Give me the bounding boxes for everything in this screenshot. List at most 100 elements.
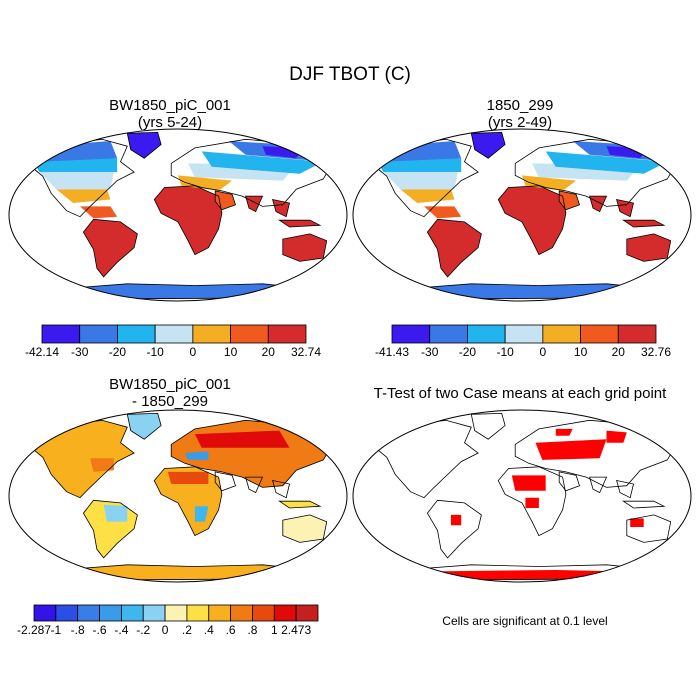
colorbar-box bbox=[273, 604, 297, 622]
colorbar-label: -10 bbox=[146, 345, 164, 359]
figure-title: DJF TBOT (C) bbox=[289, 64, 411, 85]
map-frame bbox=[352, 409, 692, 583]
map-field bbox=[21, 412, 335, 581]
coastline-australia bbox=[282, 233, 328, 262]
map-frame bbox=[8, 128, 348, 302]
field-region-5 bbox=[103, 504, 128, 522]
colorbar-2: -41.43 -30 -20 -10 0 10 20 32.76 bbox=[375, 324, 671, 359]
colorbar-box bbox=[164, 604, 188, 622]
colorbar-label: 1 bbox=[271, 623, 278, 637]
map-field bbox=[365, 131, 679, 300]
colorbar-box bbox=[230, 324, 269, 344]
field-region-1 bbox=[535, 439, 607, 460]
field-region-3 bbox=[626, 233, 671, 262]
coastline-southAmerica bbox=[426, 218, 482, 278]
colorbar-label: -41.43 bbox=[375, 345, 409, 359]
coastline-seAsia bbox=[616, 198, 634, 218]
field-region-13 bbox=[279, 501, 320, 508]
map-field bbox=[365, 412, 679, 581]
coastline-india bbox=[589, 476, 608, 494]
coastline-indonesia bbox=[278, 219, 322, 228]
coastline-northAmerica bbox=[21, 419, 135, 499]
colorbar-box bbox=[55, 604, 79, 622]
field-region-6 bbox=[272, 199, 290, 217]
field-region-18 bbox=[127, 132, 162, 159]
field-region-13 bbox=[376, 158, 462, 172]
map-panel-3 bbox=[8, 409, 348, 583]
field-region-18 bbox=[471, 132, 506, 159]
colorbar-3: -2.287 -1 -.8 -.6 -.4 -.2 0 .2 .4 .6 .8 1 2.473 bbox=[17, 604, 319, 637]
colorbar-box bbox=[617, 324, 657, 344]
colorbar-label: 20 bbox=[612, 345, 626, 359]
colorbar-label: -30 bbox=[71, 345, 89, 359]
colorbar-label: .4 bbox=[204, 623, 214, 637]
colorbar-box bbox=[267, 324, 307, 344]
coastline-northAmerica bbox=[365, 138, 479, 218]
coastline-northAmerica bbox=[21, 138, 135, 218]
map-panels bbox=[8, 128, 692, 583]
colorbar-label: 32.74 bbox=[291, 345, 321, 359]
coastline-arabia bbox=[558, 190, 581, 211]
map-field bbox=[21, 131, 335, 300]
colorbar-box bbox=[429, 324, 468, 344]
colorbar-label: -2.287 bbox=[17, 623, 51, 637]
colorbar-box bbox=[208, 604, 232, 622]
colorbar-1: -42.14 -30 -20 -10 0 10 20 32.74 bbox=[25, 324, 321, 359]
map-panel-4 bbox=[352, 409, 692, 583]
colorbar-box bbox=[77, 604, 100, 622]
colorbar-box bbox=[467, 324, 506, 344]
field-region-3 bbox=[127, 413, 162, 440]
colorbar-label: 10 bbox=[224, 345, 238, 359]
field-region-6 bbox=[630, 518, 644, 527]
field-region-11 bbox=[383, 172, 458, 190]
panel2-title: 1850_299 bbox=[486, 97, 554, 114]
field-region-9 bbox=[400, 189, 455, 203]
coastline-seAsia bbox=[272, 198, 290, 218]
colorbar-label: -10 bbox=[496, 345, 514, 359]
colorbar-box bbox=[295, 604, 319, 622]
coastline-india bbox=[589, 195, 608, 213]
colorbar-label: 0 bbox=[190, 345, 197, 359]
field-region-13 bbox=[32, 158, 118, 172]
field-region-1 bbox=[22, 420, 135, 498]
coastline-africa bbox=[497, 466, 567, 537]
colorbar-label: .8 bbox=[247, 623, 257, 637]
field-region-5 bbox=[451, 514, 462, 526]
colorbar-box bbox=[117, 324, 156, 344]
colorbar-box bbox=[230, 604, 253, 622]
field-region-4 bbox=[525, 497, 539, 508]
field-region-11 bbox=[39, 172, 114, 190]
colorbar-box bbox=[192, 324, 231, 344]
field-region-8 bbox=[424, 206, 462, 219]
field-region-2 bbox=[154, 185, 222, 255]
colorbar-label: 0 bbox=[540, 345, 547, 359]
panel1-subtitle: (yrs 5-24) bbox=[137, 114, 203, 131]
coastline-southAmerica bbox=[426, 499, 482, 559]
field-region-12 bbox=[282, 514, 327, 543]
field-region-4 bbox=[279, 220, 320, 227]
coastline-australia bbox=[282, 514, 328, 543]
coastline-australia bbox=[626, 514, 672, 543]
map-frame bbox=[352, 128, 692, 302]
colorbar-label: 0 bbox=[162, 623, 169, 637]
field-region-3 bbox=[511, 475, 546, 491]
panel3-title-block: BW1850_piC_001 - 1850_299 bbox=[60, 376, 280, 410]
coastline-india bbox=[245, 195, 264, 213]
field-region-1 bbox=[427, 219, 482, 277]
panel2-subtitle: (yrs 2-49) bbox=[487, 114, 553, 131]
field-region-14 bbox=[201, 151, 324, 174]
coastline-greenland bbox=[126, 412, 162, 440]
field-region-7 bbox=[194, 430, 290, 448]
colorbar-label: -.4 bbox=[114, 623, 128, 637]
colorbar-label: .2 bbox=[182, 623, 192, 637]
coastline-indonesia bbox=[622, 500, 666, 509]
coastline-india bbox=[245, 476, 264, 494]
colorbar-label: -.8 bbox=[71, 623, 85, 637]
field-region-2 bbox=[606, 430, 627, 443]
coastline-seAsia bbox=[616, 479, 634, 499]
map-panel-2 bbox=[352, 128, 692, 302]
field-region-8 bbox=[184, 451, 209, 460]
field-region-2 bbox=[498, 185, 566, 255]
colorbar-box bbox=[391, 324, 431, 344]
colorbar-box bbox=[186, 604, 210, 622]
